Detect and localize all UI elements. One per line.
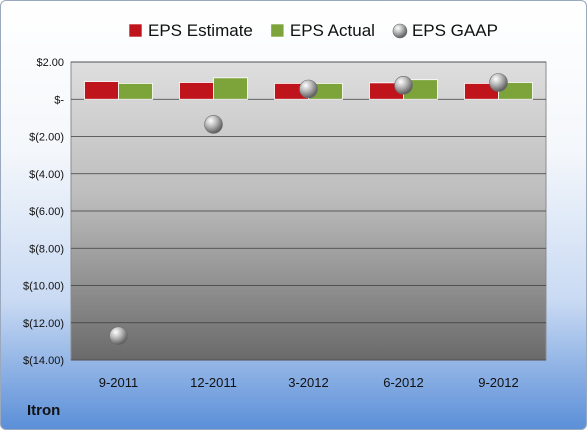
y-tick-label: $2.00 [36, 57, 64, 69]
x-category-label: 6-2012 [383, 375, 423, 390]
y-tick-label: $(10.00) [23, 281, 64, 293]
y-tick-label: $(6.00) [29, 206, 64, 218]
gaap-points [109, 73, 508, 346]
legend-swatch [128, 23, 143, 38]
x-category-label: 9-2011 [99, 375, 139, 390]
actual-bar [118, 83, 153, 100]
estimate-bar [84, 81, 119, 100]
y-axis-ticks: $2.00 $- $(2.00) $(4.00) $(6.00) $(8.00) $(10.… [23, 57, 64, 367]
x-axis-labels: 9-2011 12-2011 3-2012 6-2012 9-2012 [99, 375, 519, 390]
x-category-label: 9-2012 [478, 375, 518, 390]
y-tick-label: $(2.00) [29, 132, 64, 144]
legend-swatch [270, 23, 285, 38]
x-category-label: 12-2011 [190, 375, 237, 390]
legend: EPS Estimate EPS Actual EPS GAAP [128, 21, 498, 40]
y-tick-label: $(4.00) [29, 169, 64, 181]
legend-swatch [392, 23, 408, 39]
legend-label: EPS Actual [290, 21, 375, 40]
legend-label: EPS GAAP [412, 21, 498, 40]
actual-bar [213, 77, 248, 100]
y-tick-label: $- [54, 94, 64, 106]
legend-label: EPS Estimate [148, 21, 253, 40]
gaap-point [204, 115, 223, 134]
y-tick-label: $(12.00) [23, 318, 64, 330]
x-category-label: 3-2012 [288, 375, 328, 390]
gaap-point [489, 73, 508, 92]
y-tick-label: $(8.00) [29, 243, 64, 255]
company-name: Itron [27, 402, 61, 419]
gaap-point [109, 326, 128, 346]
gaap-point [394, 75, 413, 95]
estimate-bar [179, 82, 214, 100]
y-tick-label: $(14.00) [23, 355, 64, 367]
gaap-point [299, 79, 318, 99]
